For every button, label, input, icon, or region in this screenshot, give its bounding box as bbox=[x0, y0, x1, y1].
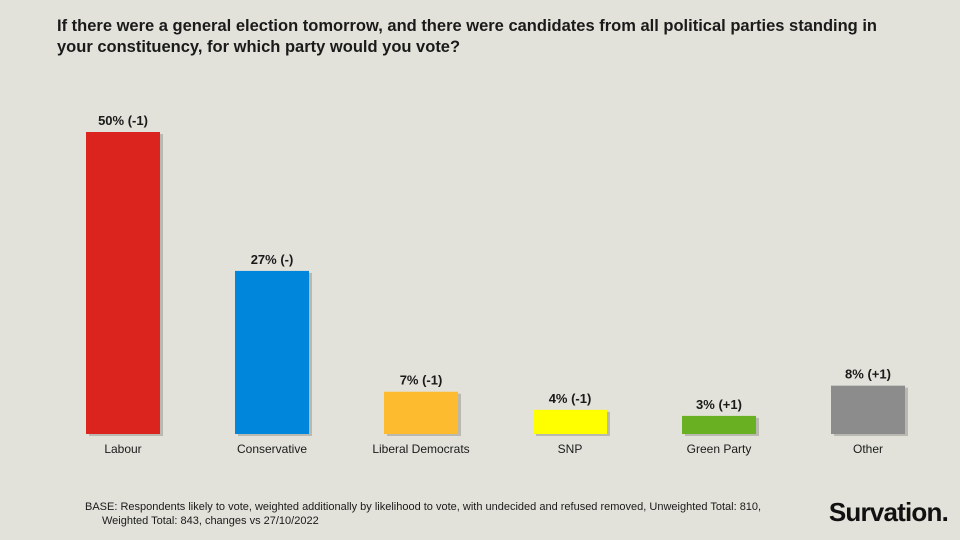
bar-liberal-democrats bbox=[384, 391, 458, 434]
footnote-line-2: Weighted Total: 843, changes vs 27/10/20… bbox=[102, 515, 319, 527]
category-label-conservative: Conservative bbox=[237, 442, 307, 456]
chart-title: If there were a general election tomorro… bbox=[57, 17, 878, 56]
data-label-snp: 4% (-1) bbox=[549, 391, 592, 406]
data-label-conservative: 27% (-) bbox=[251, 252, 294, 267]
data-label-green-party: 3% (+1) bbox=[696, 397, 742, 412]
footnote: BASE: Respondents likely to vote, weight… bbox=[85, 500, 785, 528]
bar-labour bbox=[86, 132, 160, 434]
data-label-other: 8% (+1) bbox=[845, 367, 891, 382]
bar-conservative bbox=[235, 270, 309, 434]
category-label-snp: SNP bbox=[558, 442, 583, 456]
data-label-labour: 50% (-1) bbox=[98, 113, 148, 128]
category-label-liberal-democrats: Liberal Democrats bbox=[372, 442, 469, 456]
bar-other bbox=[831, 385, 905, 434]
data-label-liberal-democrats: 7% (-1) bbox=[400, 373, 443, 388]
category-label-labour: Labour bbox=[104, 442, 141, 456]
category-label-green-party: Green Party bbox=[687, 442, 752, 456]
bar-green-party bbox=[682, 415, 756, 434]
footnote-line-1: BASE: Respondents likely to vote, weight… bbox=[85, 501, 762, 513]
category-label-other: Other bbox=[853, 442, 883, 456]
bar-snp bbox=[533, 409, 607, 434]
survation-logo: Survation. bbox=[828, 497, 949, 527]
